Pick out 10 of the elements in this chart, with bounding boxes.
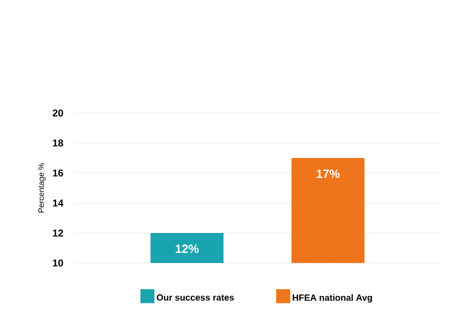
data-label: 17% bbox=[316, 170, 340, 178]
y-tick-label: 20 bbox=[52, 109, 64, 117]
y-tick-label: 18 bbox=[53, 139, 64, 147]
y-tick-label: 10 bbox=[53, 259, 64, 267]
y-tick-label: 14 bbox=[53, 200, 64, 206]
y-tick-label: 12 bbox=[53, 230, 64, 236]
y-tick-label: 16 bbox=[53, 169, 64, 177]
data-label: 12% bbox=[176, 244, 199, 253]
legend-label: HFEA national Avg bbox=[292, 294, 372, 303]
legend-label: Our success rates bbox=[156, 294, 234, 301]
